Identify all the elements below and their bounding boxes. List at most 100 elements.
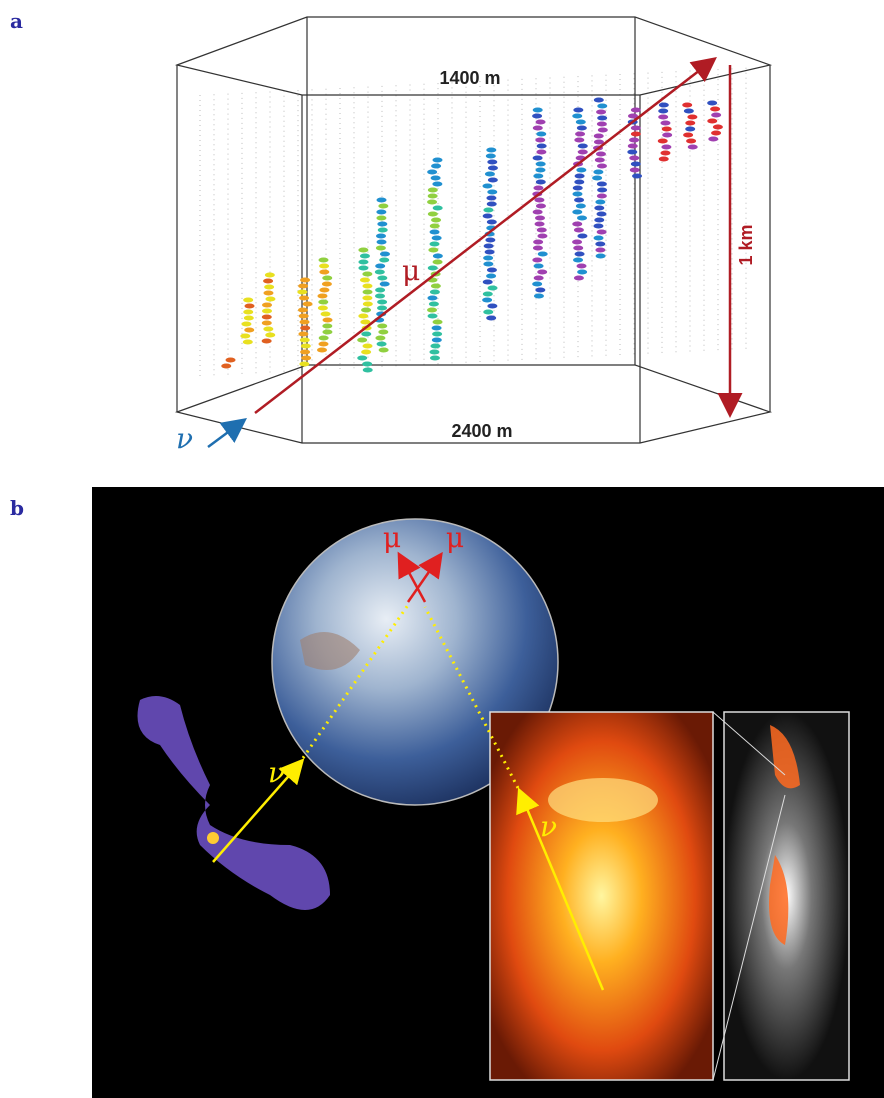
dom-hit [575, 252, 585, 257]
dom-hit [486, 274, 496, 279]
dom-hit [301, 344, 311, 349]
dom-hit [428, 266, 438, 271]
dom-hit [536, 204, 546, 209]
figure: a 1400 m 2400 m 1 km μ ν b μ μ ν ν [0, 0, 884, 1098]
dom-hit [433, 260, 443, 265]
dom-hit [572, 210, 582, 215]
dom-hit [362, 296, 372, 301]
dom-hit [375, 336, 385, 341]
dom-hit [597, 212, 607, 217]
dom-hit [377, 240, 387, 245]
dom-hit [322, 330, 332, 335]
dom-hit [379, 348, 389, 353]
dom-hit [428, 188, 438, 193]
dom-hit [297, 290, 307, 295]
dom-hit [577, 216, 587, 221]
dom-hit [627, 150, 637, 155]
dom-hit [378, 228, 388, 233]
neutrino-label: ν [268, 756, 285, 789]
dom-hit [487, 160, 497, 165]
dom-hit [322, 276, 332, 281]
dom-hit [483, 208, 493, 213]
dom-hit [263, 291, 273, 296]
dom-hit [362, 362, 372, 367]
dom-hit [578, 144, 588, 149]
dom-hit [486, 148, 496, 153]
dom-hit [360, 278, 370, 283]
dom-hit [487, 268, 497, 273]
dom-hit [578, 150, 588, 155]
dom-hit [488, 166, 498, 171]
dom-hit [631, 126, 641, 131]
dom-hit [535, 138, 545, 143]
dom-hit [432, 332, 442, 337]
dom-hit [533, 108, 543, 113]
dom-hit [433, 254, 443, 259]
dom-hit [595, 200, 605, 205]
dom-hit [536, 150, 546, 155]
dom-hit [631, 108, 641, 113]
dom-hit [596, 152, 606, 157]
dom-hit [427, 296, 437, 301]
dom-hit [660, 151, 670, 156]
dom-hit [487, 304, 497, 309]
dom-hit [375, 294, 385, 299]
dom-hit [323, 318, 333, 323]
dom-hit [684, 109, 694, 114]
galaxy-disk [548, 778, 658, 822]
dom-hit [361, 350, 371, 355]
dom-hit [241, 322, 251, 327]
dom-hit [300, 320, 310, 325]
dom-hit [630, 168, 640, 173]
dom-hit [592, 176, 602, 181]
dom-hit [488, 286, 498, 291]
dom-hit [536, 120, 546, 125]
dom-hit [482, 298, 492, 303]
dom-hit [483, 280, 493, 285]
galaxy-inset [490, 712, 713, 1080]
dom-hit [685, 127, 695, 132]
dom-hit [318, 342, 328, 347]
dom-hit [597, 194, 607, 199]
dom-hit [363, 368, 373, 373]
dom-hit [537, 270, 547, 275]
dom-hit [576, 204, 586, 209]
dom-hit [431, 176, 441, 181]
dom-hit [575, 174, 585, 179]
dom-hit [427, 308, 437, 313]
dom-hit [221, 364, 231, 369]
dom-hit [487, 190, 497, 195]
dom-hit [300, 350, 310, 355]
dom-hit [432, 158, 442, 163]
dom-hit [711, 131, 721, 136]
dom-hit [319, 264, 329, 269]
dom-hit [574, 138, 584, 143]
dom-hit [300, 326, 310, 331]
dom-hit [377, 306, 387, 311]
dom-hit [574, 180, 584, 185]
dom-hit [661, 145, 671, 150]
dom-hit [300, 278, 310, 283]
dom-hit [577, 126, 587, 131]
dom-hit [535, 288, 545, 293]
dom-hit [535, 168, 545, 173]
neutrino-label: ν [176, 422, 193, 455]
dom-hit [628, 144, 638, 149]
dom-hit [299, 314, 309, 319]
dom-hit [262, 309, 272, 314]
dom-hit [265, 333, 275, 338]
dom-hit [485, 250, 495, 255]
dom-hit [483, 292, 493, 297]
dom-hit [487, 220, 497, 225]
dom-hit [262, 321, 272, 326]
dom-hit [265, 297, 275, 302]
dom-hit [572, 114, 582, 119]
dom-hit [428, 212, 438, 217]
dom-hit [377, 276, 387, 281]
dom-hit [428, 314, 438, 319]
dom-hit [483, 262, 493, 267]
dom-hit [362, 272, 372, 277]
dom-hit [483, 256, 493, 261]
dom-hit [573, 108, 583, 113]
dom-hit [593, 224, 603, 229]
